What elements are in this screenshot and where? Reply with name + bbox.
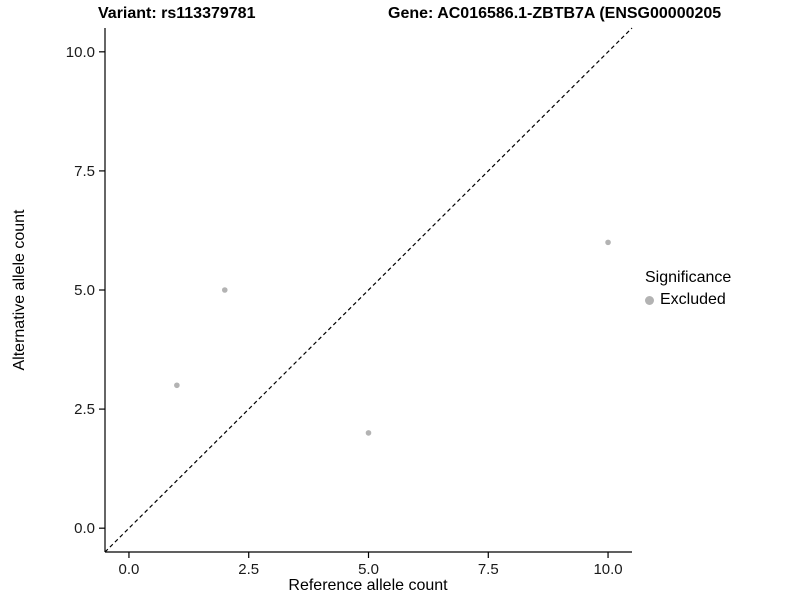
legend-title: Significance: [645, 269, 732, 286]
y-tick-label: 5.0: [74, 282, 95, 299]
identity-line: [104, 27, 633, 553]
legend-point-icon: [645, 295, 654, 305]
x-tick-label: 10.0: [593, 561, 622, 578]
data-point: [221, 287, 228, 293]
plot-title-variant: Variant: rs113379781: [98, 5, 256, 22]
y-tick-label: 7.5: [74, 163, 95, 180]
x-tick-label: 2.5: [238, 561, 259, 578]
y-tick-label: 2.5: [74, 401, 95, 418]
legend: Significance Excluded: [645, 269, 731, 309]
data-point: [365, 430, 372, 436]
x-tick-label: 5.0: [358, 561, 379, 578]
y-tick-label: 10.0: [66, 44, 95, 61]
y-axis-title: Alternative allele count: [11, 209, 28, 371]
x-tick-label: 0.0: [119, 561, 140, 578]
legend-item-label: Excluded: [660, 291, 726, 308]
plot-title-gene: Gene: AC016586.1-ZBTB7A (ENSG00000205: [388, 5, 722, 22]
legend-item-excluded: Excluded: [645, 291, 731, 309]
x-axis-title: Reference allele count: [288, 577, 448, 594]
y-tick-label: 0.0: [74, 520, 95, 537]
data-point: [605, 239, 611, 246]
x-tick-label: 7.5: [478, 561, 499, 578]
data-point: [174, 382, 180, 389]
